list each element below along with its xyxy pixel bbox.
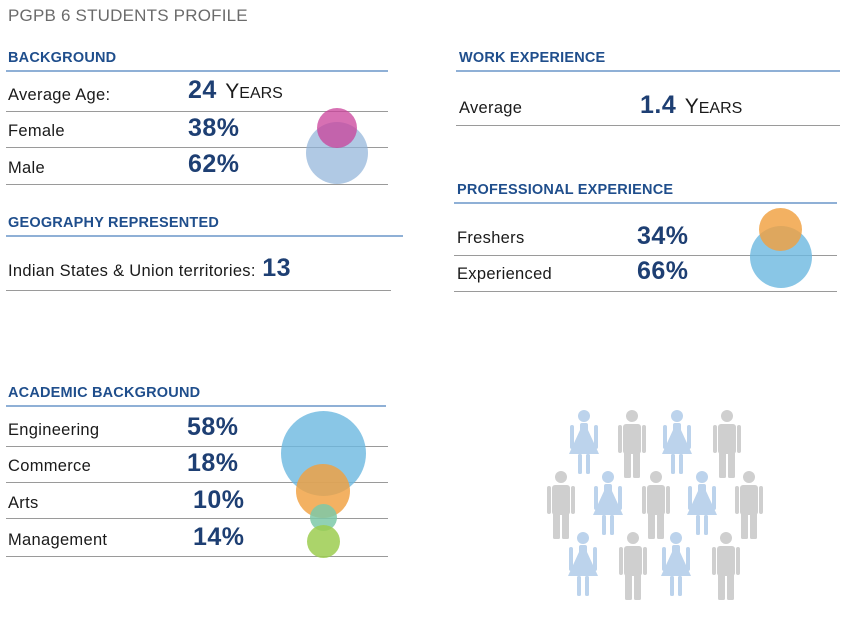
female-value: 38% — [188, 114, 240, 142]
academic-background-divider — [6, 405, 386, 407]
average-age-unit: YEARS — [225, 80, 283, 103]
engineering-value: 58% — [187, 413, 239, 441]
row-divider — [454, 291, 837, 292]
background-heading: BACKGROUND — [8, 50, 117, 66]
work-average-label: Average — [459, 99, 523, 117]
geography-row: Indian States & Union territories: 13 — [8, 254, 291, 283]
row-divider — [6, 446, 388, 447]
experienced-value: 66% — [637, 257, 689, 285]
work-average-value: 1.4 YEARS — [640, 91, 742, 120]
male-value: 62% — [188, 150, 240, 178]
row-divider — [6, 290, 391, 291]
female-bubble — [317, 108, 357, 148]
management-value: 14% — [193, 523, 245, 551]
work-experience-heading: WORK EXPERIENCE — [459, 50, 606, 66]
experienced-label: Experienced — [457, 265, 553, 283]
freshers-bubble — [759, 208, 802, 251]
row-divider — [6, 482, 388, 483]
arts-value: 10% — [193, 486, 245, 514]
row-divider — [6, 518, 388, 519]
arts-label: Arts — [8, 494, 39, 512]
row-divider — [454, 255, 837, 256]
average-age-value: 24 YEARS — [188, 76, 283, 105]
row-divider — [6, 111, 388, 112]
male-label: Male — [8, 159, 45, 177]
geography-label: Indian States & Union territories: — [8, 262, 256, 280]
commerce-label: Commerce — [8, 457, 92, 475]
work-average-number: 1.4 — [640, 91, 677, 119]
row-divider — [456, 125, 840, 126]
average-age-label: Average Age: — [8, 86, 111, 104]
row-divider — [6, 556, 388, 557]
work-average-unit: YEARS — [684, 95, 743, 118]
geography-heading: GEOGRAPHY REPRESENTED — [8, 215, 220, 231]
professional-experience-heading: PROFESSIONAL EXPERIENCE — [457, 182, 674, 198]
background-divider — [6, 70, 388, 72]
page-title: PGPB 6 STUDENTS PROFILE — [8, 6, 248, 25]
management-label: Management — [8, 531, 108, 549]
average-age-number: 24 — [188, 76, 217, 104]
freshers-value: 34% — [637, 222, 689, 250]
professional-experience-divider — [454, 202, 837, 204]
row-divider — [6, 184, 388, 185]
commerce-value: 18% — [187, 449, 239, 477]
row-divider — [6, 147, 388, 148]
female-label: Female — [8, 122, 65, 140]
academic-background-heading: ACADEMIC BACKGROUND — [8, 385, 201, 401]
freshers-label: Freshers — [457, 229, 525, 247]
work-experience-divider — [456, 70, 840, 72]
engineering-label: Engineering — [8, 421, 100, 439]
geography-value: 13 — [262, 254, 291, 282]
people-crowd-icon — [547, 410, 763, 600]
geography-divider — [6, 235, 403, 237]
management-bubble — [307, 525, 340, 558]
